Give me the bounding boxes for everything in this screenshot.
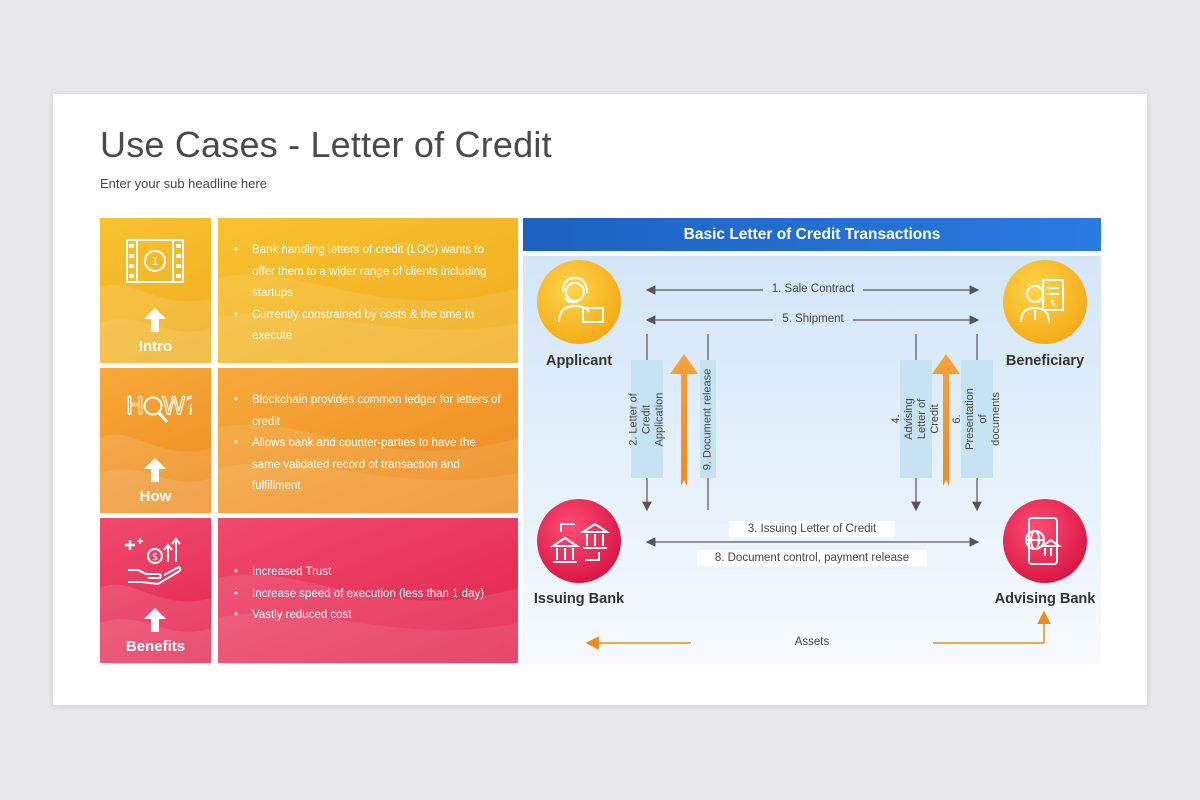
issuing-bank-node xyxy=(537,499,621,583)
diagram-body: $ xyxy=(523,256,1101,664)
how-magnifier-icon: H W? xyxy=(125,391,192,423)
up-arrow-icon xyxy=(144,458,166,482)
assets-arrow-right xyxy=(933,610,1051,644)
diagram-title: Basic Letter of Credit Transactions xyxy=(523,218,1101,251)
up-arrow-icon xyxy=(144,608,166,632)
flow-assets: Assets xyxy=(794,636,830,648)
applicant-node xyxy=(537,260,621,344)
beneficiary-label: Beneficiary xyxy=(1005,353,1085,369)
list-item: Currently constrained by costs & the tim… xyxy=(234,305,504,348)
issuing-bank-label: Issuing Bank xyxy=(533,591,625,607)
row-intro: 1 Intro Bank handling letters of credit … xyxy=(100,218,518,363)
flow-document-control: 8. Document control, payment release xyxy=(697,550,927,566)
advising-bank-node xyxy=(1003,499,1087,583)
page-subtitle: Enter your sub headline here xyxy=(100,176,267,191)
document-release-big-arrow xyxy=(670,354,698,486)
row-how: H W? How Blockchain provides common ledg… xyxy=(100,368,518,513)
svg-text:$: $ xyxy=(152,552,158,563)
intro-icon-box: 1 Intro xyxy=(100,218,211,363)
film-coin-icon: 1 xyxy=(126,239,184,283)
flow-sale-contract: 1. Sale Contract xyxy=(763,283,863,295)
headset-person-icon xyxy=(558,276,604,323)
advising-bank-label: Advising Bank xyxy=(994,591,1096,607)
flow-loc-application: 2. Letter of Credit Application xyxy=(628,360,666,478)
up-arrow-icon xyxy=(144,308,166,332)
benefits-bullets: Increased Trust Increase speed of execut… xyxy=(234,562,504,627)
businessman-invoice-icon: $ xyxy=(1020,279,1064,323)
flow-issuing-loc: 3. Issuing Letter of Credit xyxy=(729,521,895,537)
presentation-big-arrow xyxy=(932,354,960,486)
list-item: Bank handling letters of credit (LOC) wa… xyxy=(234,240,504,305)
list-item: Blockchain provides common ledger for le… xyxy=(234,390,504,433)
how-label: How xyxy=(139,488,172,505)
svg-text:H: H xyxy=(126,392,144,420)
flow-shipment: 5. Shipment xyxy=(773,313,853,325)
list-item: Increased Trust xyxy=(234,562,504,584)
hand-coins-growth-icon: $ xyxy=(125,537,182,586)
flow-advising-loc: 4. Advising Letter of Credit xyxy=(890,360,941,478)
how-text-box: Blockchain provides common ledger for le… xyxy=(218,368,518,513)
intro-bullets: Bank handling letters of credit (LOC) wa… xyxy=(234,240,504,348)
list-item: Increase speed of execution (less than 1… xyxy=(234,584,504,606)
benefits-icon-box: $ Benefits xyxy=(100,518,211,663)
slide: Use Cases - Letter of Credit Enter your … xyxy=(53,94,1147,705)
svg-text:1: 1 xyxy=(152,255,159,268)
flow-presentation-documents: 6. Presentation of documents xyxy=(951,360,1002,478)
list-item: Allows bank and counter-parties to have … xyxy=(234,433,504,498)
intro-text-box: Bank handling letters of credit (LOC) wa… xyxy=(218,218,518,363)
bank-exchange-icon xyxy=(549,522,611,563)
how-bullets: Blockchain provides common ledger for le… xyxy=(234,390,504,498)
flow-document-release: 9. Document release xyxy=(700,360,716,478)
how-icon-box: H W? How xyxy=(100,368,211,513)
beneficiary-node: $ xyxy=(1003,260,1087,344)
svg-text:$: $ xyxy=(1050,299,1056,309)
applicant-label: Applicant xyxy=(545,353,613,369)
intro-label: Intro xyxy=(138,338,173,355)
globe-bank-phone-icon xyxy=(1025,517,1062,565)
page-title: Use Cases - Letter of Credit xyxy=(100,124,552,165)
list-item: Vastly reduced cost xyxy=(234,605,504,627)
loc-diagram: Basic Letter of Credit Transactions xyxy=(523,218,1101,664)
svg-text:W?: W? xyxy=(162,392,192,420)
row-benefits: $ Benefits Increased Trust Increase spee… xyxy=(100,518,518,663)
benefits-text-box: Increased Trust Increase speed of execut… xyxy=(218,518,518,663)
benefits-label: Benefits xyxy=(125,638,186,655)
